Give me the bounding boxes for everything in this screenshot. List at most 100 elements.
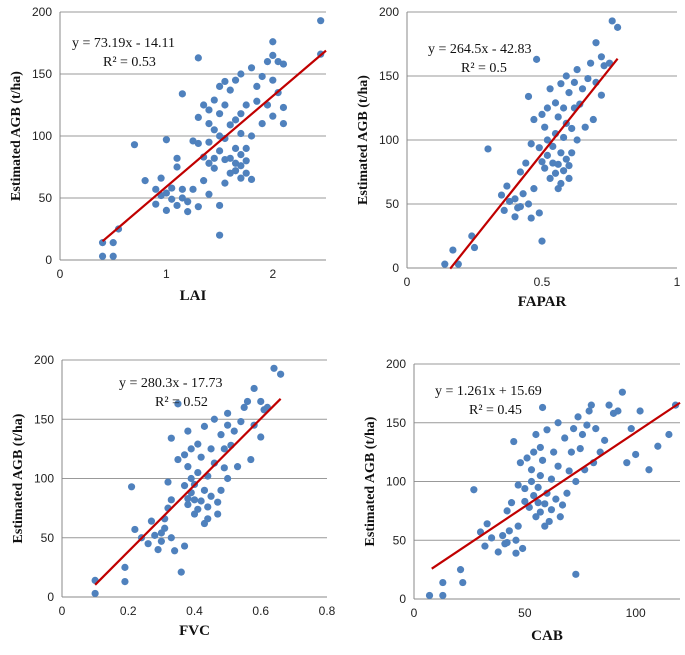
data-point [530, 448, 538, 456]
data-point [584, 74, 592, 83]
x-tick-label: 0 [57, 267, 64, 281]
data-point [538, 456, 547, 464]
cab-scatter-panel: 0 50 100 150 200 0 50 100 y = 1.261x + 15.69 R² =… [363, 357, 681, 644]
data-point [269, 38, 277, 46]
data-point [257, 397, 265, 406]
data-point [538, 403, 547, 412]
data-point [511, 195, 519, 203]
data-point [152, 200, 160, 208]
data-point [547, 475, 556, 483]
data-point [121, 563, 129, 571]
data-point [541, 522, 549, 530]
data-point [270, 364, 278, 372]
data-point [253, 97, 261, 105]
data-point [130, 141, 139, 149]
data-point [237, 110, 245, 118]
x-tick-label: 2 [269, 267, 276, 281]
data-point [554, 419, 562, 427]
data-point [237, 129, 245, 138]
data-point [487, 534, 496, 542]
data-point [589, 115, 597, 124]
data-point [173, 154, 181, 162]
data-point [550, 448, 558, 456]
data-point [551, 169, 560, 177]
data-point [231, 144, 240, 152]
data-point [511, 213, 519, 221]
data-point [545, 517, 553, 526]
data-point [317, 17, 325, 25]
data-point [237, 70, 245, 78]
data-point [557, 80, 565, 88]
data-point [162, 206, 170, 214]
data-point [510, 437, 518, 446]
data-point [556, 513, 564, 521]
data-point [425, 591, 434, 600]
data-point [546, 174, 554, 182]
data-point [535, 209, 543, 217]
data-point [269, 112, 277, 120]
data-point [194, 139, 202, 148]
data-point [565, 162, 573, 170]
data-point [180, 451, 189, 459]
data-point [253, 82, 261, 90]
data-point [194, 505, 202, 513]
data-point [178, 194, 186, 202]
x-tick-label: 0 [411, 606, 418, 620]
data-point [237, 174, 245, 182]
data-point [600, 62, 608, 70]
data-point [512, 549, 520, 557]
data-point [141, 177, 149, 185]
data-point [194, 113, 202, 121]
y-tick-label: 100 [32, 129, 52, 143]
data-point [554, 113, 562, 121]
data-point [546, 85, 554, 93]
data-point [623, 459, 631, 467]
data-point [279, 60, 288, 68]
y-tick-label: 100 [386, 475, 406, 489]
data-point [200, 177, 208, 185]
y-tick-label: 150 [379, 69, 399, 83]
data-point [514, 522, 522, 530]
y-tick-label: 0 [392, 261, 399, 275]
data-point [217, 431, 225, 439]
y-tick-label: 150 [32, 67, 52, 81]
data-point [164, 478, 172, 486]
data-point [205, 190, 213, 198]
data-point [654, 442, 662, 450]
data-point [247, 132, 256, 140]
data-point [231, 116, 240, 124]
data-point [231, 76, 240, 84]
data-point [536, 443, 544, 452]
data-point [519, 190, 527, 198]
data-point [503, 182, 511, 190]
x-tick-label: 1 [674, 275, 681, 289]
x-tick-label: 0 [59, 604, 66, 618]
data-point [184, 495, 192, 503]
y-tick-label: 50 [41, 531, 55, 545]
data-point [216, 147, 224, 155]
data-point [200, 422, 209, 430]
data-point [210, 96, 218, 104]
y-tick-label: 200 [386, 357, 406, 371]
data-point [194, 440, 202, 448]
data-point [226, 121, 234, 129]
data-point [162, 136, 170, 144]
x-tick-label: 0.6 [252, 604, 269, 618]
data-point [597, 91, 606, 99]
data-point [279, 120, 288, 128]
x-axis-label: LAI [180, 288, 207, 304]
data-point [449, 246, 457, 254]
data-point [180, 482, 189, 490]
regression-equation: y = 1.261x + 15.69 [435, 384, 542, 399]
data-point [560, 133, 568, 142]
y-axis-label: Estimated AGB (t/ha) [356, 75, 371, 205]
data-point [549, 159, 557, 167]
data-point [506, 197, 514, 206]
data-point [632, 450, 640, 459]
data-point [205, 120, 213, 128]
y-axis-label: Estimated AGB (t/ha) [363, 416, 378, 546]
data-point [167, 534, 175, 542]
data-point [543, 136, 552, 144]
data-point [240, 403, 248, 411]
data-point [574, 413, 582, 421]
